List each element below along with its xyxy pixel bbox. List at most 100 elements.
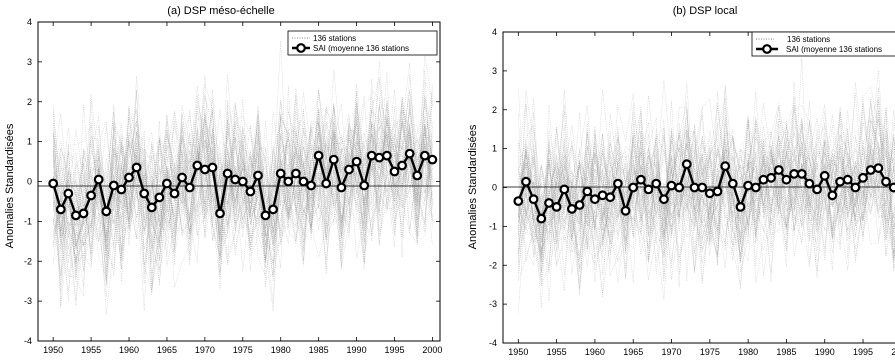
chart-b-sai-point xyxy=(704,188,715,199)
chart-a-axes: 1950 1955 1960 1965 1970 1975 1980 1985 1990 1995… xyxy=(24,17,442,355)
chart-b-sai-point xyxy=(888,182,895,193)
chart-a-sai-point xyxy=(382,150,392,161)
chart-a-sai-point xyxy=(268,204,279,215)
chart-b-sai-point xyxy=(528,194,539,205)
chart-b-station-line xyxy=(518,108,895,264)
chart-b-sai-point xyxy=(574,200,585,210)
chart-a-sai-point xyxy=(63,188,74,199)
chart-a-x-tick-label: 1965 xyxy=(157,345,177,355)
chart-a-sai-point xyxy=(419,150,430,161)
chart-a-x-tick-label: 1985 xyxy=(309,345,329,355)
chart-a-sai-point xyxy=(344,164,354,175)
chart-b-sai-point xyxy=(613,178,623,189)
chart-a-sai-point xyxy=(336,182,347,193)
chart-b-x-tick-label: 1965 xyxy=(623,347,643,357)
chart-b-station-line xyxy=(518,107,895,269)
chart-a-sai-point xyxy=(306,180,317,191)
chart-b-sai-point xyxy=(689,182,700,193)
chart-a-y-tick-label: 3 xyxy=(27,57,32,67)
chart-b-y-tick-label: -4 xyxy=(489,338,497,348)
chart-b-y-tick-label: 4 xyxy=(492,27,497,37)
chart-a-sai-point xyxy=(177,172,188,183)
chart-b-sai-point xyxy=(827,190,838,201)
chart-b-sai-point xyxy=(842,174,853,185)
chart-b-x-tick-label: 1950 xyxy=(508,347,528,357)
chart-a-sai-point xyxy=(351,156,362,167)
chart-a-y-tick-label: 4 xyxy=(27,17,32,27)
chart-a-x-tick-label: 1960 xyxy=(119,345,139,355)
chart-b-ylabel: Anomalies Standardisées xyxy=(467,124,479,249)
chart-a-legend: 136 stations SAI (moyenne 136 stations xyxy=(287,30,438,56)
chart-b-station-line xyxy=(518,102,895,273)
chart-a-sai-point xyxy=(192,160,203,171)
chart-b-sai-point xyxy=(881,176,891,187)
chart-a-station-line xyxy=(53,70,433,312)
chart-b-x-tick-label: 1980 xyxy=(738,347,758,357)
chart-a-station-line xyxy=(52,94,433,270)
chart-a-y-tick-label: -3 xyxy=(24,296,32,306)
chart-a-sai-point xyxy=(86,190,96,201)
chart-b-sai-point xyxy=(812,184,822,195)
chart-b-y-tick-label: 2 xyxy=(492,105,497,115)
chart-b-station-line xyxy=(518,96,895,276)
chart-b-station-line xyxy=(518,98,895,265)
chart-a-station-line xyxy=(52,89,433,292)
chart-a-sai-point xyxy=(139,188,150,199)
chart-b-sai-point xyxy=(758,174,769,185)
chart-a-sai-point xyxy=(253,170,263,181)
chart-b-sai-point xyxy=(773,165,784,175)
chart-b-station-line xyxy=(518,97,895,252)
chart-b-station-line xyxy=(518,118,895,266)
chart-b-sai-point xyxy=(659,194,669,205)
chart-b-x-tick-label: 1995 xyxy=(853,347,873,357)
chart-b-sai-point xyxy=(873,163,884,174)
chart-a-sai-point xyxy=(48,178,59,189)
chart-a-y-tick-label: -2 xyxy=(24,256,32,266)
chart-b-sai-point xyxy=(559,184,570,195)
chart-a-station-line xyxy=(52,103,433,296)
chart-b-sai-point xyxy=(750,182,761,193)
chart-a-sai-point xyxy=(275,168,286,179)
chart-a-sai-point xyxy=(260,210,271,221)
chart-b-sai-point xyxy=(674,182,685,193)
chart-b-station-line xyxy=(518,90,895,275)
chart-b-sai-point xyxy=(781,174,792,185)
chart-a-sai-point xyxy=(146,202,157,213)
chart-b-sai-point xyxy=(735,201,746,212)
chart-b-sai-point xyxy=(605,192,616,203)
chart-a-sai-point xyxy=(374,152,385,163)
chart-b-sai-point xyxy=(636,174,646,185)
chart-b-station-line xyxy=(518,103,895,240)
chart-b-sai-point xyxy=(865,165,876,175)
chart-b-station-line xyxy=(518,117,895,266)
chart-b-sai-point xyxy=(789,168,799,179)
chart-a-station-line xyxy=(52,120,433,280)
chart-b-sai-point xyxy=(651,178,662,189)
chart-b-station-line xyxy=(518,119,895,296)
chart-a-sai-point xyxy=(412,170,423,181)
chart-b-legend-label-stations: 136 stations xyxy=(787,35,830,44)
chart-a-plot-frame xyxy=(37,21,441,342)
chart-b-x-tick-label: 1975 xyxy=(700,347,720,357)
chart-b-x-tick-label: 1990 xyxy=(815,347,835,357)
chart-a-sai-point xyxy=(207,162,218,173)
chart-b-sai-point xyxy=(835,176,845,187)
chart-a-x-tick-label: 2000 xyxy=(422,345,442,355)
chart-a-x-tick-label: 1950 xyxy=(43,345,63,355)
chart-a-sai-point xyxy=(169,188,180,199)
chart-b-sai-point xyxy=(720,161,731,172)
chart-b-sai-point xyxy=(796,168,807,179)
chart-b-sai-point xyxy=(819,170,830,181)
chart-a-sai-point xyxy=(389,166,400,177)
chart-b-y-tick-label: 1 xyxy=(492,144,497,154)
chart-b-axes: 1950 1955 1960 1965 1970 1975 1980 1985 1990 1995… xyxy=(489,27,895,357)
chart-a-station-line xyxy=(52,108,433,269)
chart-a-sai-point xyxy=(70,210,81,221)
chart-b-sai-point xyxy=(628,182,639,193)
chart-b-station-line xyxy=(518,100,895,287)
chart-a-sai-point xyxy=(116,184,127,195)
chart-a-sai-point xyxy=(283,176,294,187)
chart-a-station-line xyxy=(52,76,433,286)
chart-b-y-tick-label: -1 xyxy=(489,221,497,231)
